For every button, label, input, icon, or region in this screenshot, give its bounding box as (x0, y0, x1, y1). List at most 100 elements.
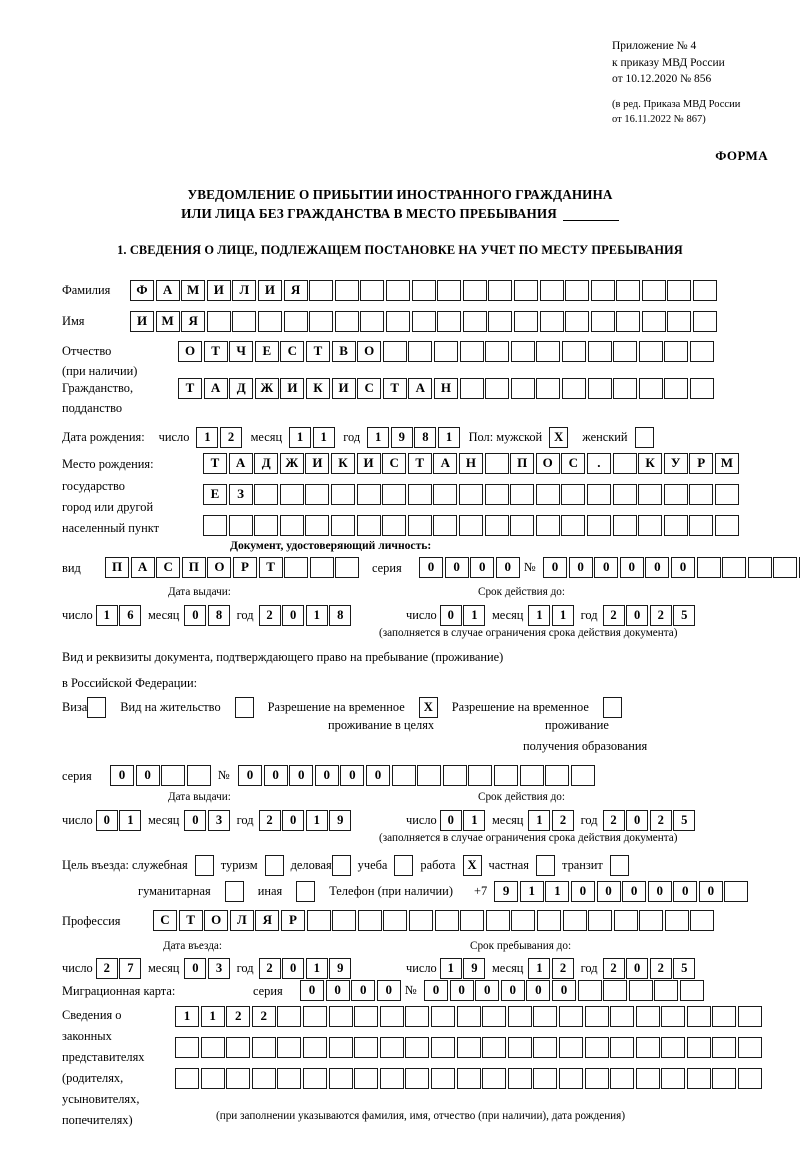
char-box[interactable] (661, 1068, 686, 1089)
char-box[interactable]: 9 (494, 881, 519, 902)
char-box[interactable] (570, 765, 595, 786)
char-box[interactable] (277, 1068, 302, 1089)
digit-box[interactable]: 2 (220, 427, 242, 448)
digit-box[interactable]: 1 (367, 427, 390, 448)
char-box[interactable] (332, 910, 357, 931)
char-box[interactable]: 0 (647, 881, 672, 902)
char-box[interactable]: А (155, 280, 180, 301)
char-box[interactable] (635, 1006, 660, 1027)
char-box[interactable]: Л (229, 910, 254, 931)
char-box[interactable] (462, 280, 487, 301)
char-box[interactable]: Т (382, 378, 407, 399)
char-box[interactable] (175, 1037, 199, 1058)
char-box[interactable]: А (130, 557, 155, 578)
digit-box[interactable]: 1 (196, 427, 219, 448)
char-box[interactable]: Т (178, 378, 202, 399)
char-box[interactable]: Т (203, 453, 227, 474)
char-box[interactable] (186, 765, 211, 786)
digit-box[interactable]: 1 (437, 427, 460, 448)
char-box[interactable] (437, 311, 462, 332)
char-box[interactable]: Т (203, 341, 228, 362)
char-box[interactable]: М (155, 311, 180, 332)
char-box[interactable]: С (357, 378, 382, 399)
digit-box[interactable]: 8 (414, 427, 437, 448)
char-box[interactable]: Я (181, 311, 206, 332)
char-box[interactable] (558, 1068, 583, 1089)
char-box[interactable] (686, 1037, 711, 1058)
digit-box[interactable]: 3 (208, 958, 231, 979)
char-box[interactable] (628, 980, 653, 1001)
char-box[interactable] (519, 765, 544, 786)
char-box[interactable] (510, 341, 535, 362)
purpose-business-checkbox[interactable] (331, 855, 351, 876)
digit-box[interactable]: 2 (258, 810, 281, 831)
char-box[interactable] (459, 378, 484, 399)
char-box[interactable] (254, 515, 279, 536)
char-box[interactable]: 0 (365, 765, 390, 786)
char-box[interactable]: О (207, 557, 232, 578)
char-box[interactable]: П (510, 453, 535, 474)
digit-box[interactable]: 0 (439, 605, 462, 626)
digit-box[interactable]: 0 (626, 810, 649, 831)
digit-box[interactable]: 0 (95, 810, 118, 831)
char-box[interactable] (485, 341, 510, 362)
char-box[interactable] (330, 484, 355, 505)
char-box[interactable] (714, 484, 739, 505)
digit-box[interactable]: 2 (552, 810, 575, 831)
char-box[interactable] (511, 910, 536, 931)
char-box[interactable] (335, 557, 360, 578)
char-box[interactable] (405, 1006, 430, 1027)
char-box[interactable] (587, 341, 612, 362)
char-box[interactable] (667, 311, 692, 332)
char-box[interactable] (533, 1006, 558, 1027)
char-box[interactable] (484, 515, 509, 536)
char-box[interactable]: 0 (110, 765, 134, 786)
char-box[interactable] (226, 1068, 251, 1089)
digit-box[interactable]: 5 (673, 810, 696, 831)
char-box[interactable]: 0 (570, 881, 595, 902)
char-box[interactable]: Я (255, 910, 280, 931)
purpose-humanitarian-checkbox[interactable] (224, 881, 244, 902)
purpose-tourism-checkbox[interactable] (264, 855, 284, 876)
digit-box[interactable]: 2 (258, 605, 281, 626)
purpose-official-checkbox[interactable] (194, 855, 214, 876)
char-box[interactable]: 0 (596, 881, 621, 902)
char-box[interactable] (507, 1037, 532, 1058)
char-box[interactable]: 2 (251, 1006, 276, 1027)
digit-box[interactable]: 0 (626, 958, 649, 979)
char-box[interactable] (613, 378, 638, 399)
char-box[interactable] (798, 557, 800, 578)
char-box[interactable]: О (204, 910, 229, 931)
char-box[interactable] (200, 1037, 225, 1058)
char-box[interactable] (535, 484, 560, 505)
char-box[interactable]: 0 (475, 980, 500, 1001)
digit-box[interactable]: 2 (258, 958, 281, 979)
char-box[interactable] (379, 1037, 404, 1058)
char-box[interactable] (654, 980, 679, 1001)
char-box[interactable] (407, 484, 432, 505)
char-box[interactable] (482, 1037, 507, 1058)
char-box[interactable] (679, 980, 704, 1001)
char-box[interactable]: Д (229, 378, 254, 399)
char-box[interactable]: 1 (545, 881, 570, 902)
sex-male-checkbox[interactable]: X (549, 427, 569, 448)
char-box[interactable]: 0 (449, 980, 474, 1001)
char-box[interactable]: . (586, 453, 611, 474)
char-box[interactable]: 0 (135, 765, 160, 786)
char-box[interactable]: 0 (263, 765, 288, 786)
char-box[interactable] (411, 311, 436, 332)
digit-box[interactable]: 1 (463, 605, 486, 626)
char-box[interactable] (232, 311, 257, 332)
digit-box[interactable]: 0 (626, 605, 649, 626)
char-box[interactable] (354, 1006, 379, 1027)
char-box[interactable] (712, 1037, 737, 1058)
char-box[interactable] (565, 311, 590, 332)
char-box[interactable]: С (382, 453, 407, 474)
